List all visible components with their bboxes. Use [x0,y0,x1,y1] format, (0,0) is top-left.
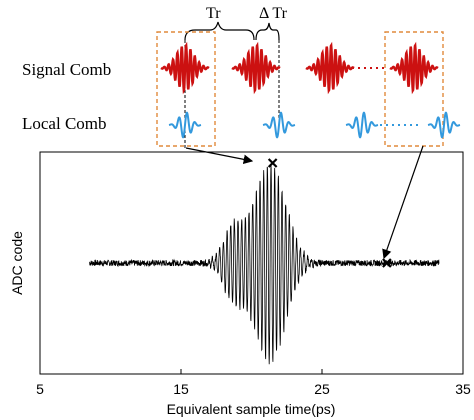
x-tick-label: 35 [455,381,471,397]
x-tick-label: 25 [314,381,330,397]
local-comb-label: Local Comb [22,114,107,133]
x-axis-ticks [39,369,464,374]
tr-brace [184,21,280,41]
x-axis-label: Equivalent sample time(ps) [167,401,336,417]
x-marker [267,158,278,168]
delta-tr-label: Δ Tr [259,5,288,22]
signal-comb-label: Signal Comb [22,60,111,79]
local-pulse [427,111,461,139]
signal-pulse [231,41,281,95]
x-tick-label: 5 [36,381,44,397]
highlight-box-left [156,31,216,147]
signal-pulse [305,41,355,95]
x-marker [382,258,392,268]
tr-label: Tr [206,5,221,22]
x-tick-label: 15 [173,381,189,397]
highlight-box-right [384,31,444,147]
adc-waveform [89,164,440,365]
arrow-left-box-to-peak [185,147,254,165]
local-pulse [168,111,202,139]
signal-pulse [389,41,439,95]
signal-pulse [160,41,210,95]
signal-comb-pulses [160,41,439,95]
arrow-right-box-to-marker [382,145,424,260]
x-markers [267,158,392,268]
local-pulse [345,111,379,139]
plot-frame [39,151,464,375]
x-axis-tick-labels: 5 15 25 35 [36,381,471,397]
local-pulse [262,111,296,139]
local-comb-pulses [168,111,461,139]
y-axis-label: ADC code [9,231,25,295]
